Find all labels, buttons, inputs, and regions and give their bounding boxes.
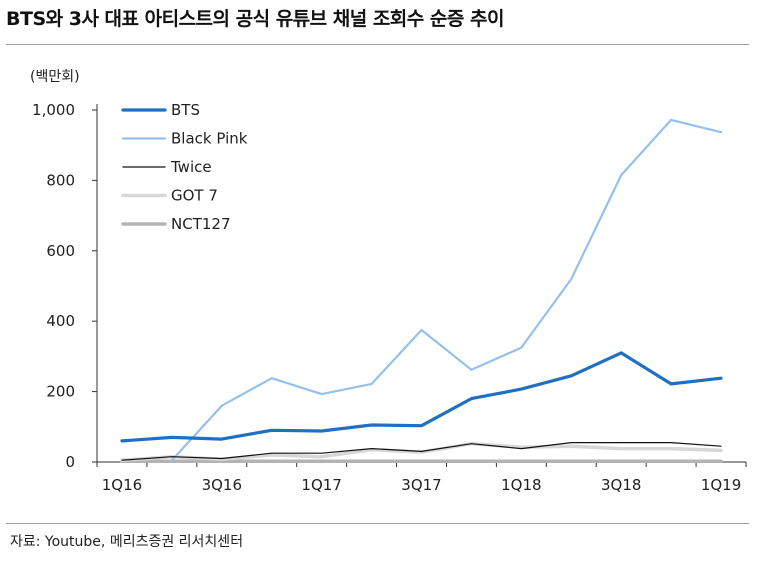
x-tick-label: 3Q17: [401, 476, 441, 494]
axes: 0 200 400 600 800 1,000 1Q16 3Q16 1Q17 3Q17 1Q18 3Q…: [32, 101, 747, 494]
series-layer: [120, 118, 723, 464]
y-tick-label: 0: [65, 453, 75, 471]
y-tick-label: 400: [46, 312, 75, 330]
y-tick-label: 800: [46, 171, 75, 189]
x-tick-label: 1Q19: [701, 476, 741, 494]
series-line-black-pink: [170, 118, 723, 462]
y-tick-label: 600: [46, 242, 75, 260]
legend: BTS Black Pink Twice GOT 7 NCT127: [121, 101, 248, 233]
x-tick-label: 1Q16: [102, 476, 142, 494]
legend-label: NCT127: [171, 215, 231, 233]
source-note: 자료: Youtube, 메리츠증권 리서치센터: [10, 534, 244, 550]
series-line-bts: [120, 351, 723, 443]
x-tick-label: 1Q18: [501, 476, 541, 494]
title-underline: [6, 44, 749, 45]
legend-label: Twice: [170, 158, 212, 176]
y-tick-label: 200: [46, 383, 75, 401]
series-line-twice: [121, 442, 722, 461]
source-divider: [6, 523, 749, 524]
legend-label: BTS: [171, 101, 200, 119]
legend-label: Black Pink: [171, 130, 248, 148]
x-tick-label: 1Q17: [301, 476, 341, 494]
x-tick-label: 3Q18: [601, 476, 641, 494]
series-line-got-7: [120, 441, 723, 462]
y-axis-unit: (백만회): [30, 69, 80, 85]
x-tick-label: 3Q16: [202, 476, 242, 494]
y-tick-label: 1,000: [32, 101, 75, 119]
chart-title: BTS와 3사 대표 아티스트의 공식 유튜브 채널 조회수 순증 추이: [6, 8, 504, 30]
legend-label: GOT 7: [171, 187, 218, 205]
